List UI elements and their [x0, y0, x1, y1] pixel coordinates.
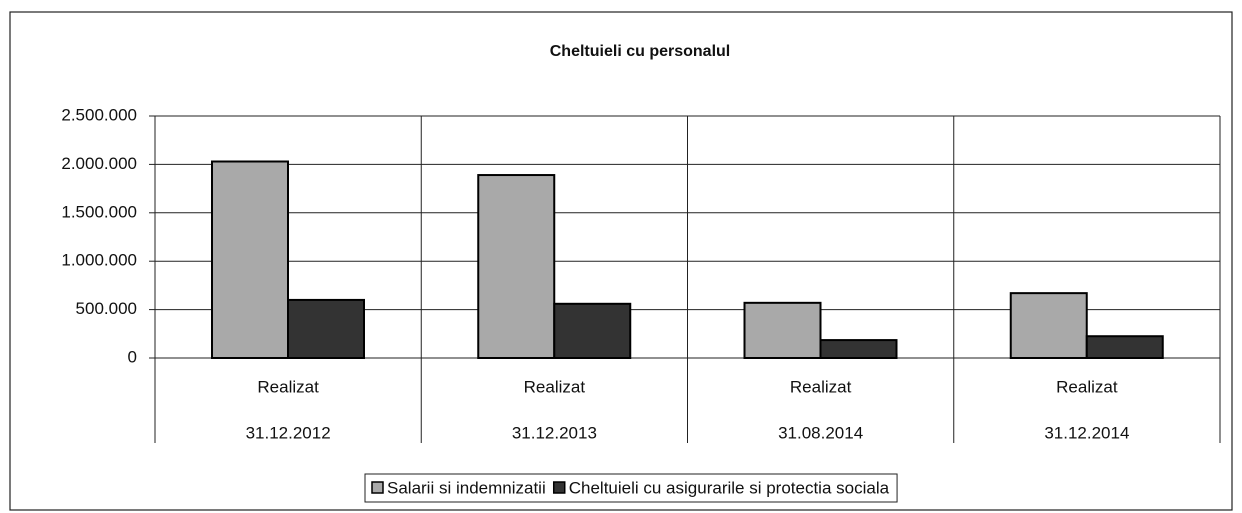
x-tick-label: Realizat	[257, 377, 319, 396]
x-tick-label: 31.12.2013	[512, 423, 597, 442]
x-tick-label: 31.12.2012	[246, 423, 331, 442]
chart-border	[9, 11, 1233, 511]
x-tick-label: Realizat	[524, 377, 586, 396]
bar	[1085, 335, 1164, 360]
legend-swatch	[552, 481, 566, 494]
x-tick-label: 31.08.2014	[778, 423, 863, 442]
legend-label: Cheltuieli cu asigurarile si protectia s…	[569, 478, 890, 497]
y-tick-label: 1.000.000	[61, 251, 137, 270]
y-tick-label: 2.000.000	[61, 154, 137, 173]
y-tick-label: 500.000	[76, 299, 137, 318]
bar	[553, 302, 632, 359]
y-tick-label: 1.500.000	[61, 202, 137, 221]
legend-label: Salarii si indemnizatii	[387, 478, 546, 497]
bar	[287, 298, 365, 360]
bar	[1009, 292, 1088, 360]
legend-swatch	[371, 481, 384, 494]
bar	[211, 160, 289, 359]
chart-title: Cheltuieli cu personalul	[550, 43, 730, 60]
x-tick-label: Realizat	[790, 377, 852, 396]
x-tick-label: 31.12.2014	[1044, 423, 1129, 442]
bar	[819, 339, 898, 360]
x-tick-label: Realizat	[1056, 377, 1118, 396]
legend-box	[364, 473, 898, 503]
bar	[477, 174, 556, 359]
y-tick-label: 0	[128, 347, 137, 366]
bar	[743, 301, 822, 360]
y-tick-label: 2.500.000	[61, 105, 137, 124]
